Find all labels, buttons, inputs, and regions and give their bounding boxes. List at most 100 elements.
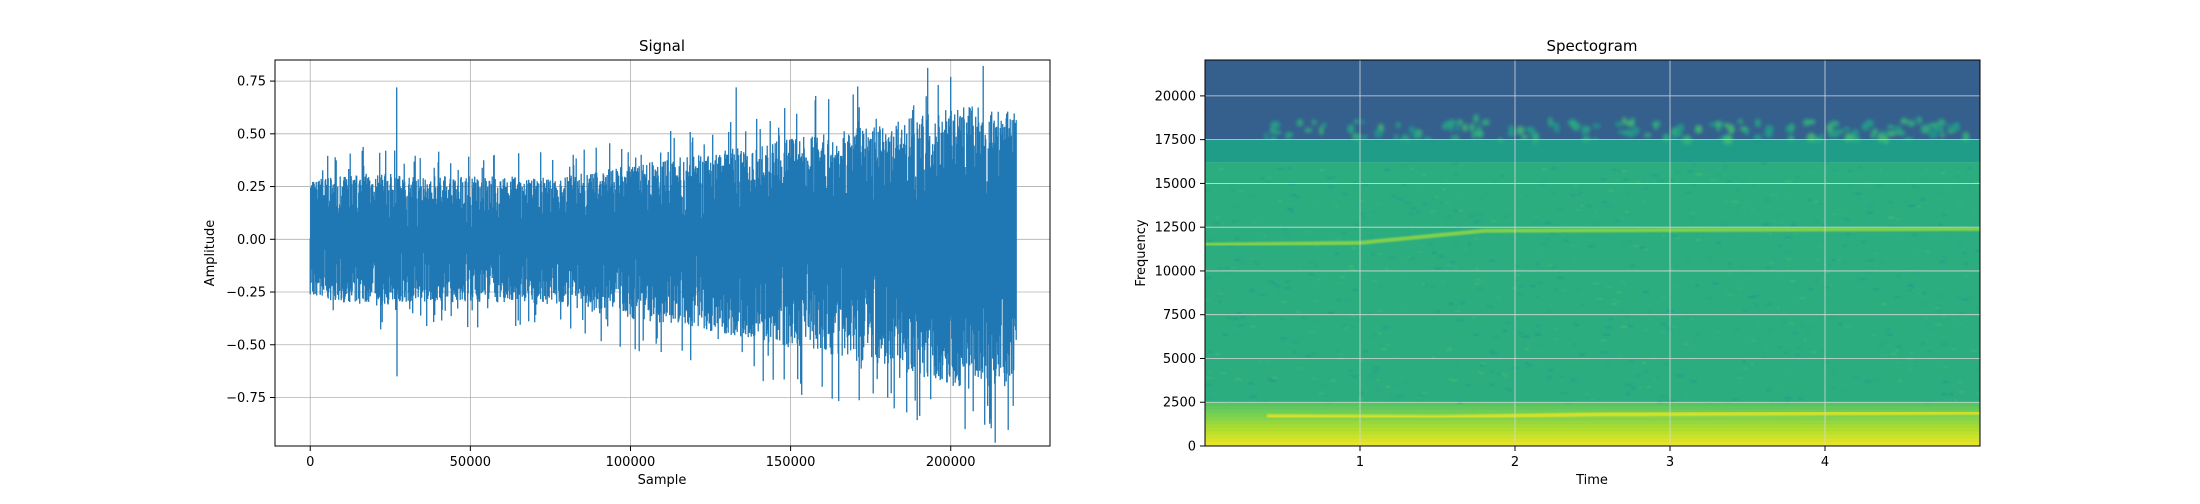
spectrogram-texture-cell (1317, 278, 1322, 281)
spectrogram-texture-cell (1788, 192, 1793, 195)
spectrogram-texture-cell (1667, 383, 1672, 386)
spectrogram-blob (1871, 128, 1879, 134)
spectrogram-texture-cell (1265, 176, 1272, 179)
spectrogram-texture-cell (1732, 176, 1738, 179)
spectrogram-blob (1740, 126, 1748, 132)
spectrogram-texture-cell (1872, 252, 1879, 255)
spectrogram-texture-cell (1444, 269, 1449, 272)
spectrogram-texture-cell (1615, 219, 1622, 222)
spectrogram-texture-cell (1765, 303, 1773, 306)
spectrogram-texture-cell (1511, 287, 1517, 290)
spectrogram-blob (1952, 121, 1961, 132)
spectrogram-chart: 1 2 3 4 0 2500 5000 7500 10000 12500 15000 17500 20… (1134, 37, 1981, 488)
spectrogram-texture-cell (1773, 257, 1777, 260)
spectrogram-texture-cell (1643, 329, 1650, 332)
spectrogram-texture-cell (1241, 261, 1246, 264)
spectrogram-texture-cell (1418, 395, 1425, 398)
spectrogram-blob (1264, 132, 1269, 142)
spectrogram-texture-cell (1769, 261, 1774, 264)
spectrogram-texture-cell (1962, 188, 1968, 191)
spectrogram-blob (1360, 118, 1365, 125)
spectrogram-texture-cell (1792, 332, 1799, 335)
spectrogram-texture-cell (1308, 330, 1316, 333)
spectrogram-texture-cell (1578, 353, 1586, 356)
spectrogram-texture-cell (1277, 180, 1283, 183)
spectrogram-texture-cell (1600, 351, 1607, 354)
spectrogram-y-axis: 0 2500 5000 7500 10000 12500 15000 17500 20000 (1155, 89, 1205, 455)
spectrogram-texture-cell (1928, 350, 1932, 353)
spectrogram-texture-cell (1773, 182, 1778, 185)
spectrogram-texture-cell (1627, 324, 1633, 327)
spectrogram-blob (1737, 118, 1744, 124)
spectrogram-texture-cell (1311, 352, 1318, 355)
spectrogram-texture-cell (1643, 291, 1649, 294)
spectrogram-blob (1351, 133, 1362, 141)
spectrogram-texture-cell (1454, 209, 1459, 212)
spectrogram-texture-cell (1240, 204, 1246, 207)
spectrogram-blob (1853, 134, 1860, 144)
spectrogram-texture-cell (1784, 351, 1788, 354)
spectrogram-texture-cell (1853, 294, 1858, 297)
spectrogram-texture-cell (1483, 192, 1489, 195)
spectrogram-texture-cell (1596, 297, 1603, 300)
spectrogram-texture-cell (1764, 188, 1768, 191)
spectrogram-texture-cell (1676, 170, 1681, 173)
spectrogram-texture-cell (1776, 307, 1780, 310)
spectrogram-texture-cell (1648, 192, 1652, 195)
spectrogram-texture-cell (1599, 178, 1607, 181)
spectrogram-texture-cell (1593, 210, 1599, 213)
spectrogram-texture-cell (1826, 271, 1831, 274)
spectrogram-texture-cell (1248, 382, 1254, 385)
spectrogram-texture-cell (1477, 281, 1485, 284)
spectrogram-texture-cell (1518, 293, 1524, 296)
spectrogram-texture-cell (1766, 266, 1771, 269)
spectrogram-texture-cell (1869, 209, 1873, 212)
spectrogram-texture-cell (1472, 163, 1479, 166)
spectrogram-texture-cell (1514, 320, 1519, 323)
spectrogram-texture-cell (1410, 207, 1417, 210)
spectrogram-texture-cell (1621, 282, 1627, 285)
spectrogram-texture-cell (1800, 324, 1805, 327)
spectrogram-texture-cell (1618, 170, 1622, 173)
spectrogram-blob (1520, 134, 1529, 140)
spectrogram-texture-cell (1940, 343, 1948, 346)
spectrogram-texture-cell (1541, 168, 1548, 171)
spectrogram-texture-cell (1865, 380, 1871, 383)
spectrogram-blob (1723, 122, 1730, 129)
spectrogram-texture-cell (1865, 271, 1871, 274)
spectrogram-texture-cell (1819, 314, 1823, 317)
spectrogram-texture-cell (1788, 322, 1794, 325)
spectrogram-texture-cell (1690, 380, 1697, 383)
spectrogram-texture-cell (1561, 231, 1566, 234)
spectrogram-texture-cell (1331, 367, 1336, 370)
spectrogram-y-tick-label: 12500 (1155, 221, 1196, 236)
spectrogram-texture-cell (1465, 384, 1471, 387)
spectrogram-texture-cell (1732, 398, 1739, 401)
spectrogram-texture-cell (1958, 381, 1962, 384)
spectrogram-texture-cell (1348, 373, 1353, 376)
spectrogram-texture-cell (1354, 186, 1361, 189)
spectrogram-texture-cell (1588, 245, 1596, 248)
spectrogram-texture-cell (1516, 203, 1523, 206)
spectrogram-texture-cell (1559, 234, 1566, 237)
spectrogram-texture-cell (1648, 305, 1653, 308)
spectrogram-texture-cell (1776, 213, 1781, 216)
spectrogram-texture-cell (1658, 279, 1663, 282)
spectrogram-y-tick-label: 0 (1188, 440, 1196, 455)
spectrogram-texture-cell (1330, 379, 1337, 382)
spectrogram-texture-cell (1226, 316, 1232, 319)
spectrogram-texture-cell (1805, 330, 1810, 333)
spectrogram-blob (1516, 125, 1525, 135)
spectrogram-blob (1571, 122, 1581, 131)
spectrogram-texture-cell (1326, 171, 1330, 174)
spectrogram-texture-cell (1601, 200, 1608, 203)
spectrogram-texture-cell (1953, 399, 1958, 402)
spectrogram-texture-cell (1695, 337, 1700, 340)
spectrogram-texture-cell (1947, 393, 1954, 396)
spectrogram-texture-cell (1455, 391, 1462, 394)
spectrogram-blob (1787, 134, 1795, 143)
spectrogram-blob (1481, 119, 1490, 126)
spectrogram-texture-cell (1489, 259, 1496, 262)
spectrogram-texture-cell (1214, 225, 1219, 228)
spectrogram-texture-cell (1685, 315, 1689, 318)
